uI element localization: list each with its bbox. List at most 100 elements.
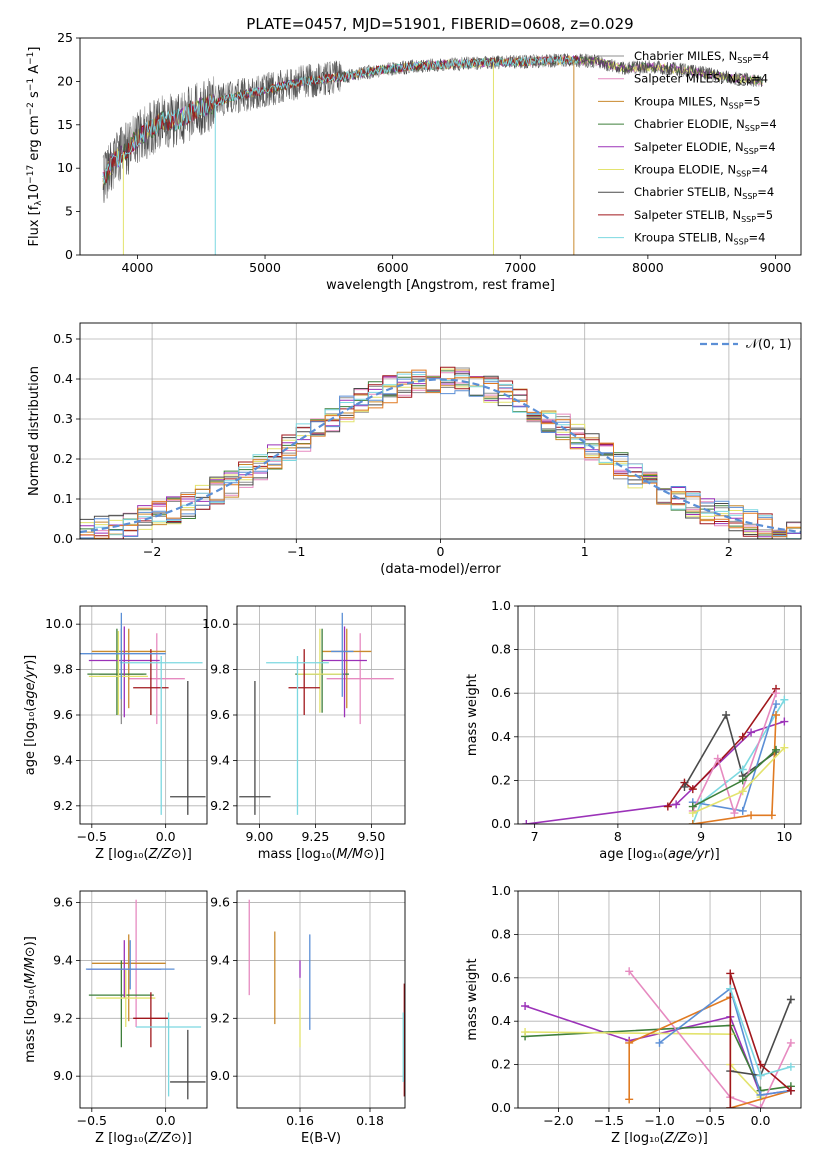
plus-marker — [726, 984, 735, 993]
errorbar-point — [297, 628, 343, 713]
plus-marker — [786, 1062, 795, 1071]
errorbar-point — [87, 628, 147, 715]
y-tick-label: 9.2 — [53, 798, 73, 813]
x-tick-label: 10 — [776, 829, 792, 844]
y-tick-label: 15 — [57, 117, 73, 132]
legend-label: Salpeter STELIB, NSSP=5 — [634, 208, 773, 224]
x-tick-label: 9.50 — [357, 829, 385, 844]
y-tick-label: 9.0 — [210, 1068, 230, 1083]
plus-marker — [756, 1104, 765, 1108]
spectrum-series — [102, 55, 579, 184]
x-tick-label: 7 — [531, 829, 539, 844]
y-tick-label: 9.4 — [53, 952, 73, 967]
x-tick-label: 9000 — [760, 260, 792, 275]
plus-marker — [738, 787, 747, 796]
y-tick-label: 0 — [65, 247, 73, 262]
x-tick-label: −2.0 — [543, 1113, 573, 1128]
errorbar-point — [295, 628, 349, 713]
plus-marker — [772, 711, 781, 719]
legend-label: Kroupa MILES, NSSP=5 — [634, 94, 760, 110]
legend-label: Chabrier STELIB, NSSP=4 — [634, 185, 774, 201]
x-tick-label: 8 — [614, 829, 622, 844]
mass-weight-series — [525, 1024, 792, 1092]
plus-marker — [726, 1104, 735, 1108]
plus-marker — [772, 700, 781, 709]
plus-marker — [786, 1086, 795, 1095]
x-axis-label: (data-model)/error — [380, 562, 501, 577]
age-vs-metallicity-panel: −0.5 0.0 9.2 9.4 9.6 9.8 10.0 Z [log₁₀(Z/Z⊙)] ag… — [23, 605, 208, 862]
y-tick-label: 5 — [65, 204, 73, 219]
legend-label: Chabrier MILES, NSSP=4 — [634, 49, 769, 65]
mass-vs-metallicity-panel: −0.5 0.0 9.0 9.2 9.4 9.6 Z [log₁₀(Z/Z⊙)] mass [… — [23, 890, 208, 1146]
plus-marker — [780, 743, 789, 752]
y-tick-label: 9.2 — [210, 798, 230, 813]
mass-weight-vs-metallicity-panel: −2.0 −1.5 −1.0 −0.5 0.0 0.0 0.2 0.4 0.6 0.8 1.0 Z [… — [465, 883, 802, 1146]
plus-marker — [780, 695, 789, 704]
y-tick-label: 1.0 — [491, 598, 511, 613]
y-tick-label: 9.6 — [210, 895, 230, 910]
y-tick-label: 0.8 — [491, 926, 511, 941]
x-axis-label: wavelength [Angstrom, rest frame] — [326, 278, 555, 293]
x-tick-label: 9 — [697, 829, 705, 844]
y-tick-label: 0.3 — [53, 411, 73, 426]
spectrum-legend: Chabrier MILES, NSSP=4 Salpeter MILES, NS… — [598, 49, 777, 247]
y-tick-label: 9.6 — [53, 895, 73, 910]
x-tick-label: 0 — [437, 544, 445, 559]
x-tick-label: 5000 — [249, 260, 281, 275]
y-tick-label: 9.2 — [210, 1010, 230, 1025]
errorbar-point — [266, 655, 329, 815]
y-axis-label: age [log₁₀(age/yr)] — [23, 655, 38, 776]
plus-marker — [756, 1060, 765, 1069]
x-axis-label: E(B-V) — [301, 1131, 341, 1146]
y-tick-label: 0.8 — [491, 642, 511, 657]
axes-frame — [79, 605, 208, 825]
errorbar-point — [133, 649, 169, 715]
x-tick-label: −0.5 — [77, 829, 107, 844]
x-tick-label: 0.18 — [356, 1113, 384, 1128]
mass-weight-series — [524, 1005, 792, 1096]
errorbars — [85, 899, 206, 1100]
errorbar-point — [91, 628, 166, 709]
y-tick-label: 0.0 — [491, 1100, 511, 1115]
histogram-series — [80, 366, 801, 539]
x-tick-label: −1.5 — [594, 1113, 624, 1128]
errorbar-point — [96, 969, 156, 1027]
y-tick-label: 0.0 — [53, 531, 73, 546]
x-tick-label: 8000 — [632, 260, 664, 275]
errorbar-point — [170, 1029, 206, 1100]
axes-frame — [517, 890, 802, 1109]
plus-marker — [756, 1090, 765, 1099]
x-tick-label: 9.25 — [301, 829, 329, 844]
y-tick-label: 9.6 — [210, 707, 230, 722]
plus-marker — [663, 802, 672, 811]
y-axis-label: Flux [fλ10−17 erg cm−2 s−1 A−1] — [26, 47, 44, 247]
errorbar-point — [88, 626, 160, 718]
plus-marker — [680, 782, 689, 791]
errorbar-point — [322, 626, 367, 718]
plus-marker — [747, 811, 756, 820]
x-axis-label: mass [log₁₀(M/M⊙)] — [258, 847, 385, 862]
axes-frame — [517, 605, 802, 825]
legend-label: Salpeter MILES, NSSP=4 — [634, 72, 768, 88]
legend-label: Chabrier ELODIE, NSSP=4 — [634, 117, 777, 133]
mass-weight-lines — [522, 684, 789, 824]
errorbar-point — [128, 633, 185, 725]
axes-frame — [79, 37, 802, 256]
y-tick-label: 0.4 — [491, 729, 511, 744]
y-tick-label: 10.0 — [45, 616, 73, 631]
y-tick-label: 0.4 — [53, 371, 73, 386]
plus-marker — [688, 785, 697, 794]
x-tick-label: 9.00 — [245, 829, 273, 844]
mass-weight-series — [683, 712, 777, 788]
errorbar-point — [119, 655, 203, 815]
plus-marker — [767, 811, 776, 820]
y-tick-label: 0.2 — [491, 772, 511, 787]
errorbar-point — [88, 630, 148, 715]
x-tick-label: 0.0 — [751, 1113, 771, 1128]
mass-weight-series — [659, 987, 792, 1096]
x-tick-label: −0.5 — [695, 1113, 725, 1128]
y-tick-label: 0.4 — [491, 1013, 511, 1028]
errorbar-point — [91, 934, 166, 1022]
x-axis-label: age [log₁₀(age/yr)] — [599, 847, 720, 862]
figure-title: PLATE=0457, MJD=51901, FIBERID=0608, z=0… — [246, 15, 633, 33]
